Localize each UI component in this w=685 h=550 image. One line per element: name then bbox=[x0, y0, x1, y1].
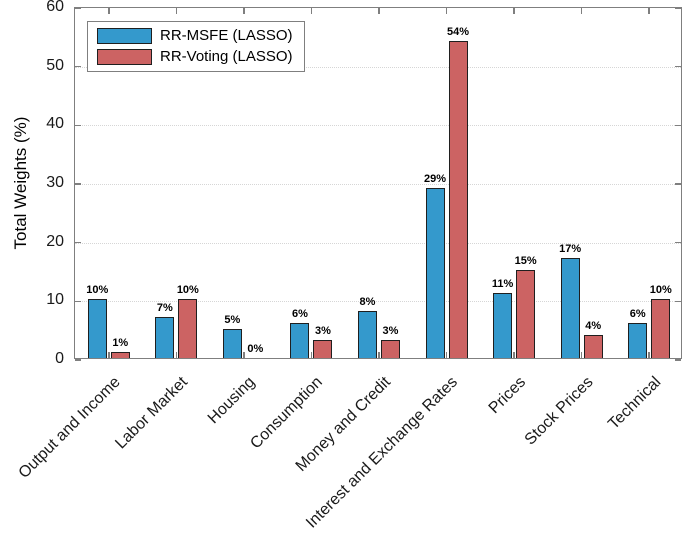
legend-swatch-rr-msfe-icon bbox=[97, 27, 152, 44]
legend-swatch-rr-voting-icon bbox=[97, 48, 152, 65]
bar-value-label-rr-msfe-lasso-stock-prices: 17% bbox=[559, 243, 582, 256]
bar-rr-msfe-lasso-output-and-income bbox=[87, 299, 107, 358]
x-tick-bottom-money-and-credit bbox=[378, 352, 380, 358]
y-tick-right-60 bbox=[675, 7, 681, 9]
bar-value-label-rr-voting-lasso-prices: 15% bbox=[514, 255, 537, 267]
y-tick-label-40: 40 bbox=[46, 115, 64, 133]
bar-rr-msfe-lasso-labor-market bbox=[155, 316, 175, 358]
gridline-20 bbox=[75, 242, 681, 244]
legend: RR-MSFE (LASSO) RR-Voting (LASSO) bbox=[87, 21, 305, 72]
gridline-30 bbox=[75, 184, 681, 185]
x-tick-top-housing bbox=[243, 8, 245, 14]
bar-rr-voting-lasso-money-and-credit bbox=[381, 340, 400, 358]
y-tick-label-10: 10 bbox=[46, 291, 64, 309]
bar-rr-msfe-lasso-stock-prices bbox=[560, 258, 580, 358]
bar-rr-voting-lasso-technical bbox=[651, 299, 671, 358]
bar-rr-msfe-lasso-prices bbox=[493, 293, 513, 358]
bar-value-label-rr-voting-lasso-housing: 0% bbox=[247, 343, 264, 355]
bar-value-label-rr-msfe-lasso-housing: 5% bbox=[224, 313, 241, 326]
bar-rr-voting-lasso-consumption bbox=[313, 340, 333, 358]
y-tick-right-40 bbox=[675, 124, 681, 127]
y-tick-label-30: 30 bbox=[46, 174, 64, 191]
x-tick-top-consumption bbox=[310, 8, 313, 14]
bar-rr-voting-lasso-interest-and-exchange-rates bbox=[448, 41, 468, 358]
x-tick-label-housing: Housing bbox=[205, 373, 259, 428]
bar-value-label-rr-msfe-lasso-prices: 11% bbox=[491, 278, 514, 291]
bar-value-label-rr-voting-lasso-stock-prices: 4% bbox=[585, 319, 602, 332]
x-tick-bottom-stock-prices bbox=[580, 352, 583, 358]
x-tick-label-technical: Technical bbox=[604, 373, 664, 433]
bar-rr-voting-lasso-output-and-income bbox=[110, 352, 130, 358]
bar-value-label-rr-msfe-lasso-money-and-credit: 8% bbox=[359, 296, 376, 309]
bar-value-label-rr-msfe-lasso-consumption: 6% bbox=[291, 307, 308, 320]
bar-rr-voting-lasso-stock-prices bbox=[583, 334, 603, 358]
y-tick-left-0 bbox=[75, 359, 81, 361]
y-tick-left-50 bbox=[75, 65, 81, 68]
x-tick-bottom-output-and-income bbox=[108, 352, 110, 358]
y-tick-right-20 bbox=[675, 241, 681, 244]
x-tick-bottom-technical bbox=[648, 352, 650, 358]
legend-label-rr-voting: RR-Voting (LASSO) bbox=[160, 48, 293, 65]
x-tick-bottom-prices bbox=[513, 352, 515, 358]
y-tick-left-60 bbox=[75, 7, 81, 9]
bar-value-label-rr-voting-lasso-labor-market: 10% bbox=[176, 284, 199, 297]
y-tick-right-0 bbox=[675, 359, 681, 361]
legend-entry-rr-voting: RR-Voting (LASSO) bbox=[97, 48, 293, 65]
bar-value-label-rr-voting-lasso-interest-and-exchange-rates: 54% bbox=[447, 26, 470, 39]
x-tick-top-stock-prices bbox=[580, 8, 583, 14]
y-tick-left-30 bbox=[75, 183, 81, 185]
x-tick-top-money-and-credit bbox=[378, 8, 380, 14]
bar-rr-msfe-lasso-housing bbox=[222, 328, 242, 358]
y-tick-label-0: 0 bbox=[55, 350, 64, 367]
legend-label-rr-msfe: RR-MSFE (LASSO) bbox=[160, 27, 293, 44]
legend-entry-rr-msfe: RR-MSFE (LASSO) bbox=[97, 27, 293, 44]
y-tick-label-60: 60 bbox=[46, 0, 64, 15]
plot-area: RR-MSFE (LASSO) RR-Voting (LASSO) 10% 1% 7… bbox=[74, 7, 682, 361]
gridline-50 bbox=[75, 66, 681, 68]
x-tick-top-interest-and-exchange-rates bbox=[445, 8, 448, 14]
gridline-40 bbox=[75, 125, 681, 127]
bar-value-label-rr-msfe-lasso-output-and-income: 10% bbox=[86, 284, 109, 297]
y-tick-right-10 bbox=[675, 300, 681, 303]
bar-value-label-rr-voting-lasso-output-and-income: 1% bbox=[112, 337, 129, 350]
y-tick-label-50: 50 bbox=[46, 56, 64, 74]
x-tick-label-stock-prices: Stock Prices bbox=[521, 373, 597, 449]
bar-value-label-rr-msfe-lasso-technical: 6% bbox=[629, 307, 646, 320]
x-tick-bottom-consumption bbox=[310, 352, 313, 358]
y-tick-right-30 bbox=[675, 183, 681, 185]
bar-value-label-rr-voting-lasso-consumption: 3% bbox=[314, 325, 331, 338]
x-tick-bottom-housing bbox=[243, 352, 245, 358]
y-tick-left-20 bbox=[75, 241, 81, 244]
bar-rr-msfe-lasso-technical bbox=[628, 322, 648, 358]
bar-value-label-rr-msfe-lasso-interest-and-exchange-rates: 29% bbox=[424, 172, 447, 185]
x-tick-top-output-and-income bbox=[108, 8, 110, 14]
x-tick-top-technical bbox=[648, 8, 650, 14]
x-tick-label-prices: Prices bbox=[485, 373, 529, 418]
bar-value-label-rr-voting-lasso-technical: 10% bbox=[649, 284, 672, 297]
x-tick-bottom-interest-and-exchange-rates bbox=[445, 352, 448, 358]
y-tick-left-10 bbox=[75, 300, 81, 303]
gridline-10 bbox=[75, 301, 681, 303]
bar-value-label-rr-msfe-lasso-labor-market: 7% bbox=[156, 301, 173, 314]
x-tick-top-prices bbox=[513, 8, 515, 14]
y-tick-left-40 bbox=[75, 124, 81, 127]
x-tick-top-labor-market bbox=[175, 8, 178, 14]
x-tick-label-output-and-income: Output and Income bbox=[15, 373, 124, 482]
bar-rr-voting-lasso-labor-market bbox=[178, 299, 198, 358]
y-tick-right-50 bbox=[675, 65, 681, 68]
bar-rr-msfe-lasso-interest-and-exchange-rates bbox=[425, 187, 445, 358]
x-tick-bottom-labor-market bbox=[175, 352, 178, 358]
bar-value-label-rr-voting-lasso-money-and-credit: 3% bbox=[382, 325, 399, 338]
bar-rr-msfe-lasso-money-and-credit bbox=[358, 311, 377, 358]
bar-rr-voting-lasso-prices bbox=[516, 270, 536, 358]
y-tick-label-20: 20 bbox=[46, 232, 64, 250]
bar-rr-msfe-lasso-consumption bbox=[290, 322, 310, 358]
